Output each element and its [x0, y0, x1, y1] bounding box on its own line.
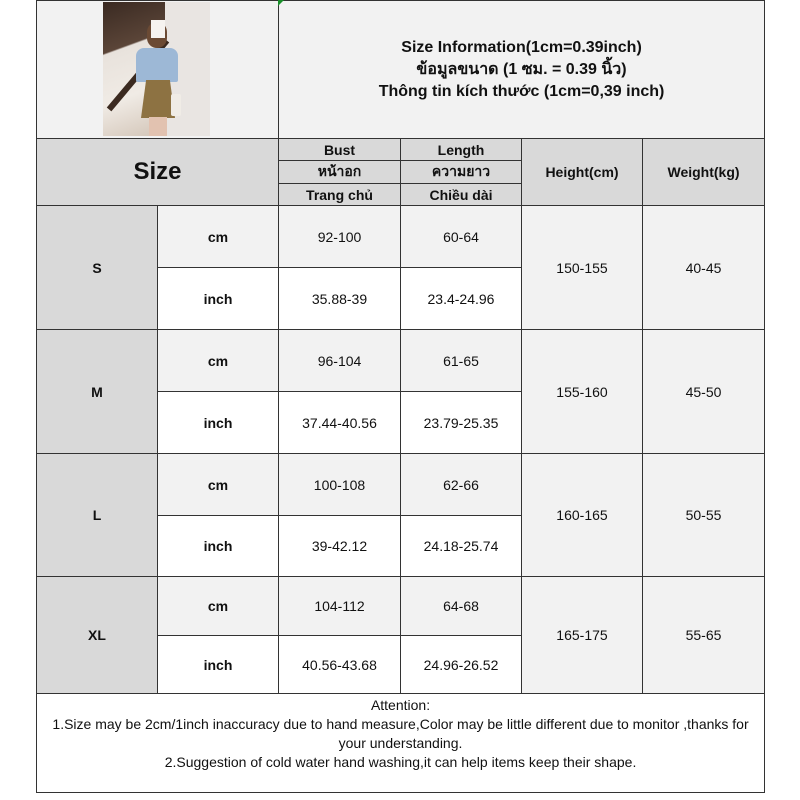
length-header-vietnamese: Chiều dài: [400, 183, 522, 206]
weight-value: 45-50: [641, 329, 766, 454]
size-chart-table: Size Information(1cm=0.39inch) ข้อมูลขนา…: [35, 0, 766, 793]
unit-label: inch: [157, 635, 279, 694]
unit-label: cm: [157, 576, 279, 636]
length-value: 61-65: [400, 329, 522, 392]
length-value: 24.18-25.74: [400, 515, 522, 577]
table-row: M cm 96-104 61-65 155-160 45-50: [36, 329, 766, 454]
attention-note-1: 1.Size may be 2cm/1inch inaccuracy due t…: [52, 716, 749, 751]
product-photo: [103, 2, 210, 136]
attention-notes: Attention: 1.Size may be 2cm/1inch inacc…: [35, 693, 766, 793]
attention-heading: Attention:: [370, 697, 431, 713]
attention-note-2: 2.Suggestion of cold water hand washing,…: [164, 754, 637, 770]
unit-label: inch: [157, 391, 279, 454]
bust-value: 39-42.12: [278, 515, 401, 577]
height-value: 160-165: [521, 453, 643, 577]
unit-label: cm: [157, 205, 279, 268]
height-value: 150-155: [521, 205, 643, 330]
unit-label: cm: [157, 453, 279, 516]
title-vietnamese: Thông tin kích thước (1cm=0,39 inch): [378, 82, 665, 100]
table-row: L cm 100-108 62-66 160-165 50-55: [36, 453, 766, 577]
length-header-thai: ความยาว: [400, 160, 522, 184]
unit-label: inch: [157, 515, 279, 577]
size-information-title: Size Information(1cm=0.39inch) ข้อมูลขนา…: [277, 0, 766, 139]
bust-header-vietnamese: Trang chủ: [278, 183, 401, 206]
weight-value: 40-45: [641, 205, 766, 330]
length-value: 23.79-25.35: [400, 391, 522, 454]
length-value: 23.4-24.96: [400, 267, 522, 330]
unit-label: cm: [157, 329, 279, 392]
length-value: 60-64: [400, 205, 522, 268]
table-row: inch 37.44-40.56 23.79-25.35: [37, 391, 765, 454]
length-value: 64-68: [400, 576, 522, 636]
size-label: XL: [36, 576, 158, 694]
size-header: Size: [36, 138, 279, 206]
cell-comment-marker-icon: [278, 0, 284, 6]
bust-value: 96-104: [278, 329, 401, 392]
bust-value: 40.56-43.68: [278, 635, 401, 694]
bust-value: 104-112: [278, 576, 401, 636]
height-header: Height(cm): [521, 138, 643, 206]
table-row: inch 35.88-39 23.4-24.96: [37, 267, 765, 330]
table-row: XL cm 104-112 64-68 165-175 55-65: [36, 576, 766, 694]
length-value: 24.96-26.52: [400, 635, 522, 694]
weight-value: 55-65: [641, 576, 766, 694]
bust-value: 35.88-39: [278, 267, 401, 330]
table-row: S cm 92-100 60-64 150-155 40-45: [36, 205, 766, 330]
weight-header: Weight(kg): [641, 138, 766, 206]
size-label: L: [36, 453, 158, 577]
bust-header: Bust: [278, 138, 401, 161]
size-label: M: [36, 329, 158, 454]
size-label: S: [36, 205, 158, 330]
table-row: inch 40.56-43.68 24.96-26.52: [37, 635, 765, 694]
length-value: 62-66: [400, 453, 522, 516]
bust-value: 37.44-40.56: [278, 391, 401, 454]
height-value: 155-160: [521, 329, 643, 454]
unit-label: inch: [157, 267, 279, 330]
bust-header-thai: หน้าอก: [278, 160, 401, 184]
title-english: Size Information(1cm=0.39inch): [401, 38, 642, 56]
bust-value: 92-100: [278, 205, 401, 268]
height-value: 165-175: [521, 576, 643, 694]
bust-value: 100-108: [278, 453, 401, 516]
title-thai: ข้อมูลขนาด (1 ซม. = 0.39 นิ้ว): [416, 60, 627, 78]
weight-value: 50-55: [641, 453, 766, 577]
length-header: Length: [400, 138, 522, 161]
